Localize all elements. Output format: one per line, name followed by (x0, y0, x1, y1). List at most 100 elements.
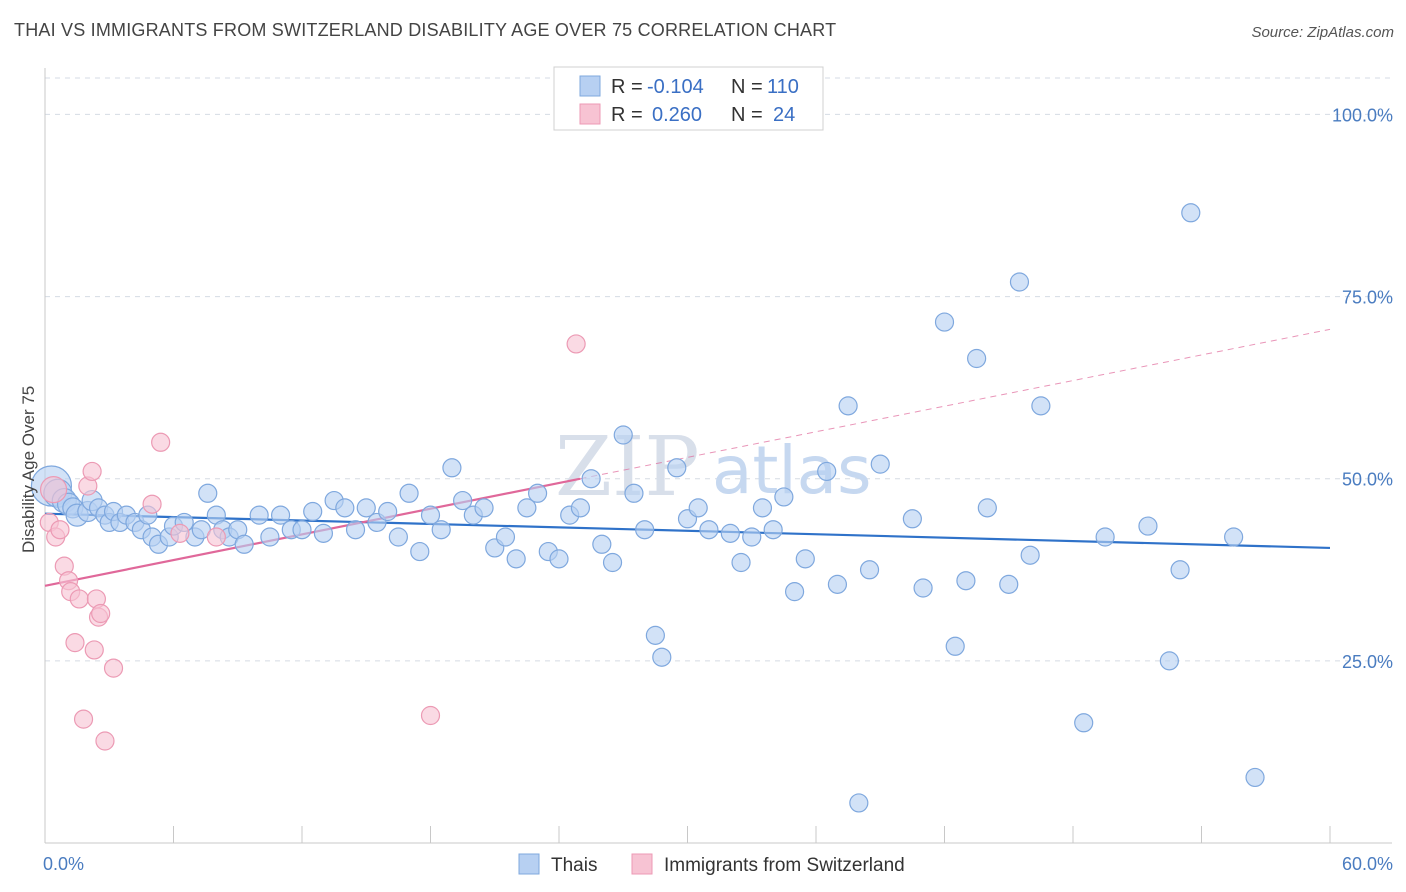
legend-n-label: N = (731, 104, 763, 126)
thai-point (913, 578, 933, 598)
thai-point (1095, 527, 1115, 547)
thai-point (645, 625, 665, 645)
thai-point (570, 498, 591, 518)
thai-point (602, 552, 623, 573)
legend-swatch-swiss (579, 103, 601, 125)
thai-point (303, 501, 323, 522)
thai-point (234, 534, 254, 554)
grid (45, 77, 1392, 662)
swiss-point (103, 658, 124, 678)
thai-point (967, 348, 987, 369)
source-credit: Source: ZipAtlas.com (1251, 24, 1394, 41)
thai-point (1009, 272, 1030, 292)
thai-point (474, 498, 494, 518)
data-points (30, 203, 1265, 813)
thai-point (410, 541, 430, 562)
thai-point (999, 574, 1019, 594)
thai-point (934, 312, 955, 332)
thai-point (198, 483, 218, 503)
swiss-point (73, 709, 94, 729)
legend-r-value: -0.104 (647, 76, 704, 98)
thai-point (378, 501, 398, 522)
swiss-point (84, 640, 104, 660)
thai-point (1245, 767, 1265, 788)
thai-point (1020, 545, 1040, 565)
thai-point (388, 527, 408, 547)
thai-point (752, 498, 773, 518)
thai-point (335, 498, 355, 518)
thai-point (613, 425, 633, 445)
y-tick-label: 50.0% (1342, 470, 1393, 490)
thai-point (720, 523, 740, 543)
swiss-point (65, 633, 85, 653)
legend-r-label: R = (611, 76, 643, 98)
swiss-point (142, 494, 162, 514)
thai-point (1031, 396, 1051, 416)
legend-n-label: N = (731, 76, 763, 98)
swiss-point (566, 334, 586, 354)
thai-point (795, 549, 815, 569)
thai-point (592, 534, 612, 554)
series-swatch-swiss (631, 853, 653, 875)
thai-point (453, 490, 473, 511)
swiss-point (206, 527, 226, 547)
legend: R = -0.104 N = 110 R = 0.260 N = 24 (553, 66, 824, 131)
swiss-point (39, 476, 68, 504)
thai-point (442, 458, 462, 478)
chart-title: THAI VS IMMIGRANTS FROM SWITZERLAND DISA… (14, 20, 837, 40)
swiss-point (95, 731, 115, 751)
series-swatch-thais (518, 853, 540, 875)
swiss-point (69, 589, 89, 609)
thai-point (1170, 560, 1190, 580)
swiss-trend-line (44, 477, 581, 587)
thai-point (506, 549, 526, 569)
swiss-point (82, 461, 102, 482)
thai-point (731, 552, 751, 573)
legend-n-value: 24 (773, 104, 795, 126)
thai-point (313, 523, 334, 543)
thai-point (838, 396, 858, 416)
legend-n-value: 110 (767, 76, 799, 98)
series-label-thais: Thais (551, 855, 597, 876)
thai-point (549, 549, 569, 569)
thai-point (688, 498, 708, 518)
y-tick-label: 75.0% (1342, 288, 1393, 308)
thai-point (249, 505, 269, 525)
thai-point (1074, 713, 1094, 733)
thai-point (635, 520, 655, 540)
y-axis-label: Disability Age Over 75 (19, 386, 38, 553)
swiss-point (151, 432, 171, 452)
thai-point (431, 520, 451, 540)
thai-point (667, 458, 687, 478)
thai-point (870, 454, 890, 474)
thai-point (742, 527, 762, 547)
y-tick-label: 100.0% (1332, 105, 1393, 125)
thai-point (345, 520, 366, 540)
thai-point (977, 498, 997, 518)
y-tick-label: 25.0% (1342, 652, 1393, 672)
thai-point (624, 483, 644, 503)
swiss-point (420, 705, 441, 726)
thai-point (517, 498, 537, 518)
thai-point (956, 571, 976, 591)
thai-point (827, 574, 848, 594)
thai-point (945, 636, 965, 656)
thai-point (699, 520, 719, 540)
thai-point (420, 505, 441, 525)
thai-point (763, 520, 783, 540)
thai-point (774, 487, 794, 507)
thai-point (581, 469, 601, 489)
series-legend: Thais Immigrants from Switzerland (518, 853, 905, 876)
thai-point (859, 560, 880, 580)
swiss-point (170, 523, 190, 543)
thai-point (527, 483, 548, 503)
legend-r-label: R = (611, 104, 643, 126)
thai-point (1224, 527, 1244, 547)
thai-point (652, 647, 672, 667)
thai-point (849, 793, 869, 813)
thai-point (817, 461, 837, 482)
thai-point (260, 527, 280, 547)
tick-labels: 25.0% 50.0% 75.0% 100.0% 0.0% 60.0% (43, 105, 1393, 874)
swiss-point (91, 603, 111, 624)
